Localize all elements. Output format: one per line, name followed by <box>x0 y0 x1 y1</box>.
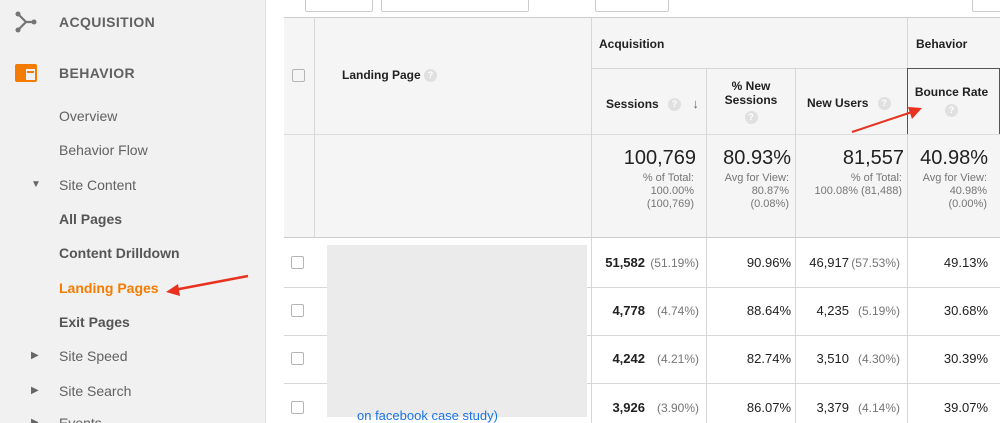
column-header-label: Landing Page <box>342 68 421 82</box>
note-line: 100.08% (81,488) <box>814 185 902 197</box>
nav-all-pages[interactable]: All Pages <box>59 211 123 227</box>
row-bounce-rate: 30.39% <box>943 351 988 366</box>
column-header-bounce-rate[interactable]: Bounce Rate ? <box>909 85 994 118</box>
behavior-window-icon <box>15 64 37 82</box>
row-sessions: 4,242 <box>612 351 645 366</box>
nav-events[interactable]: Events <box>59 415 102 423</box>
total-new-users-note: % of Total: 100.08% (81,488) <box>796 172 902 198</box>
expand-right-icon[interactable]: ▶ <box>31 350 39 361</box>
row-sessions-pct: (3.90%) <box>656 401 699 415</box>
nav-behavior-flow[interactable]: Behavior Flow <box>59 142 148 158</box>
help-question-icon[interactable]: ? <box>945 104 958 118</box>
row-new-users: 3,379 <box>816 400 849 415</box>
row-sessions-pct: (4.21%) <box>656 352 699 366</box>
row-sessions: 4,778 <box>612 303 645 318</box>
column-header-label: Sessions <box>724 93 778 107</box>
nav-site-speed[interactable]: Site Speed <box>59 348 128 364</box>
row-new-users-pct: (4.14%) <box>857 401 900 415</box>
column-header-label: New Users <box>807 96 869 110</box>
nav-landing-pages[interactable]: Landing Pages <box>59 280 159 296</box>
row-checkbox[interactable] <box>291 256 304 269</box>
total-new-sessions: 80.93% <box>723 147 791 169</box>
row-checkbox[interactable] <box>291 304 304 317</box>
select-all-checkbox[interactable] <box>292 69 305 82</box>
note-line: (0.08%) <box>750 198 789 210</box>
row-new-users-pct: (57.53%) <box>851 256 900 270</box>
column-header-new-users[interactable]: New Users ? <box>807 96 891 111</box>
row-sessions: 51,582 <box>605 255 645 270</box>
totals-row <box>284 134 1000 238</box>
expand-right-icon[interactable]: ▶ <box>31 385 39 396</box>
expand-right-icon[interactable]: ▶ <box>31 417 39 423</box>
column-header-label: Bounce Rate <box>914 85 989 99</box>
row-sessions: 3,926 <box>612 400 645 415</box>
row-sessions-pct: (4.74%) <box>656 304 699 318</box>
help-question-icon[interactable]: ? <box>668 98 682 112</box>
column-header-label: Sessions <box>606 97 659 111</box>
total-new-sessions-note: Avg for View: 80.87% (0.08%) <box>707 172 789 211</box>
row-bounce-rate: 30.68% <box>943 303 988 318</box>
row-new-sessions: 82.74% <box>746 351 791 366</box>
total-new-users: 81,557 <box>842 147 904 169</box>
toolbar-dropdown[interactable] <box>381 0 529 12</box>
help-question-icon[interactable]: ? <box>744 111 758 125</box>
group-header-acquisition: Acquisition <box>599 37 665 51</box>
note-line: 100.00% <box>650 185 694 197</box>
total-bounce-rate: 40.98% <box>920 147 988 169</box>
note-line: % of Total: <box>642 172 694 184</box>
row-new-sessions: 90.96% <box>746 255 791 270</box>
note-line: Avg for View: <box>922 172 987 184</box>
annotation-arrow <box>851 107 922 133</box>
note-line: 80.87% <box>751 185 789 197</box>
acquisition-network-icon <box>15 11 37 33</box>
column-header-sessions[interactable]: Sessions ? ↓ <box>606 96 699 112</box>
note-line: (100,769) <box>646 198 694 210</box>
annotation-arrow <box>166 274 249 296</box>
note-line: Avg for View: <box>724 172 789 184</box>
row-sessions-pct: (51.19%) <box>650 256 699 270</box>
help-question-icon[interactable]: ? <box>424 69 438 83</box>
toolbar-button[interactable] <box>595 0 669 12</box>
row-new-sessions: 88.64% <box>746 303 791 318</box>
row-bounce-rate: 49.13% <box>943 255 988 270</box>
sort-down-arrow-icon[interactable]: ↓ <box>692 96 699 111</box>
nav-behavior-label: BEHAVIOR <box>59 65 136 81</box>
landing-page-link[interactable]: on facebook case study) <box>357 408 498 423</box>
table-header <box>284 17 1000 134</box>
nav-acquisition[interactable]: ACQUISITION <box>0 0 265 44</box>
nav-content-drilldown[interactable]: Content Drilldown <box>59 245 180 261</box>
note-line: 40.98% <box>949 185 987 197</box>
column-header-new-sessions[interactable]: % New Sessions ? <box>707 79 795 125</box>
row-checkbox[interactable] <box>291 401 304 414</box>
total-sessions-note: % of Total: 100.00% (100,769) <box>592 172 694 211</box>
column-header-landing-page[interactable]: Landing Page ? <box>342 68 438 83</box>
total-bounce-rate-note: Avg for View: 40.98% (0.00%) <box>908 172 987 211</box>
toolbar-button[interactable] <box>972 0 1000 12</box>
sidebar: ACQUISITION BEHAVIOR Overview Behavior F… <box>0 0 266 423</box>
help-question-icon[interactable]: ? <box>877 97 891 111</box>
nav-behavior[interactable]: BEHAVIOR <box>0 51 265 95</box>
nav-overview[interactable]: Overview <box>59 108 118 124</box>
group-header-behavior: Behavior <box>916 37 968 51</box>
nav-site-search[interactable]: Site Search <box>59 383 132 399</box>
row-new-users: 46,917 <box>809 255 849 270</box>
row-new-users: 3,510 <box>816 351 849 366</box>
note-line: % of Total: <box>850 172 902 184</box>
total-sessions: 100,769 <box>623 147 696 169</box>
row-new-users-pct: (5.19%) <box>857 304 900 318</box>
row-bounce-rate: 39.07% <box>943 400 988 415</box>
row-new-users: 4,235 <box>816 303 849 318</box>
toolbar-button[interactable] <box>305 0 373 12</box>
nav-site-content[interactable]: Site Content <box>59 177 137 193</box>
row-new-sessions: 86.07% <box>746 400 791 415</box>
row-checkbox[interactable] <box>291 352 304 365</box>
nav-acquisition-label: ACQUISITION <box>59 14 156 30</box>
nav-exit-pages[interactable]: Exit Pages <box>59 314 130 330</box>
row-new-users-pct: (4.30%) <box>857 352 900 366</box>
note-line: (0.00%) <box>948 198 987 210</box>
expand-down-icon[interactable]: ▼ <box>31 179 41 190</box>
landing-page-redacted <box>327 245 587 417</box>
report-table-area: Landing Page ? Acquisition Behavior Sess… <box>267 0 1000 423</box>
column-header-label: % New <box>731 79 771 93</box>
